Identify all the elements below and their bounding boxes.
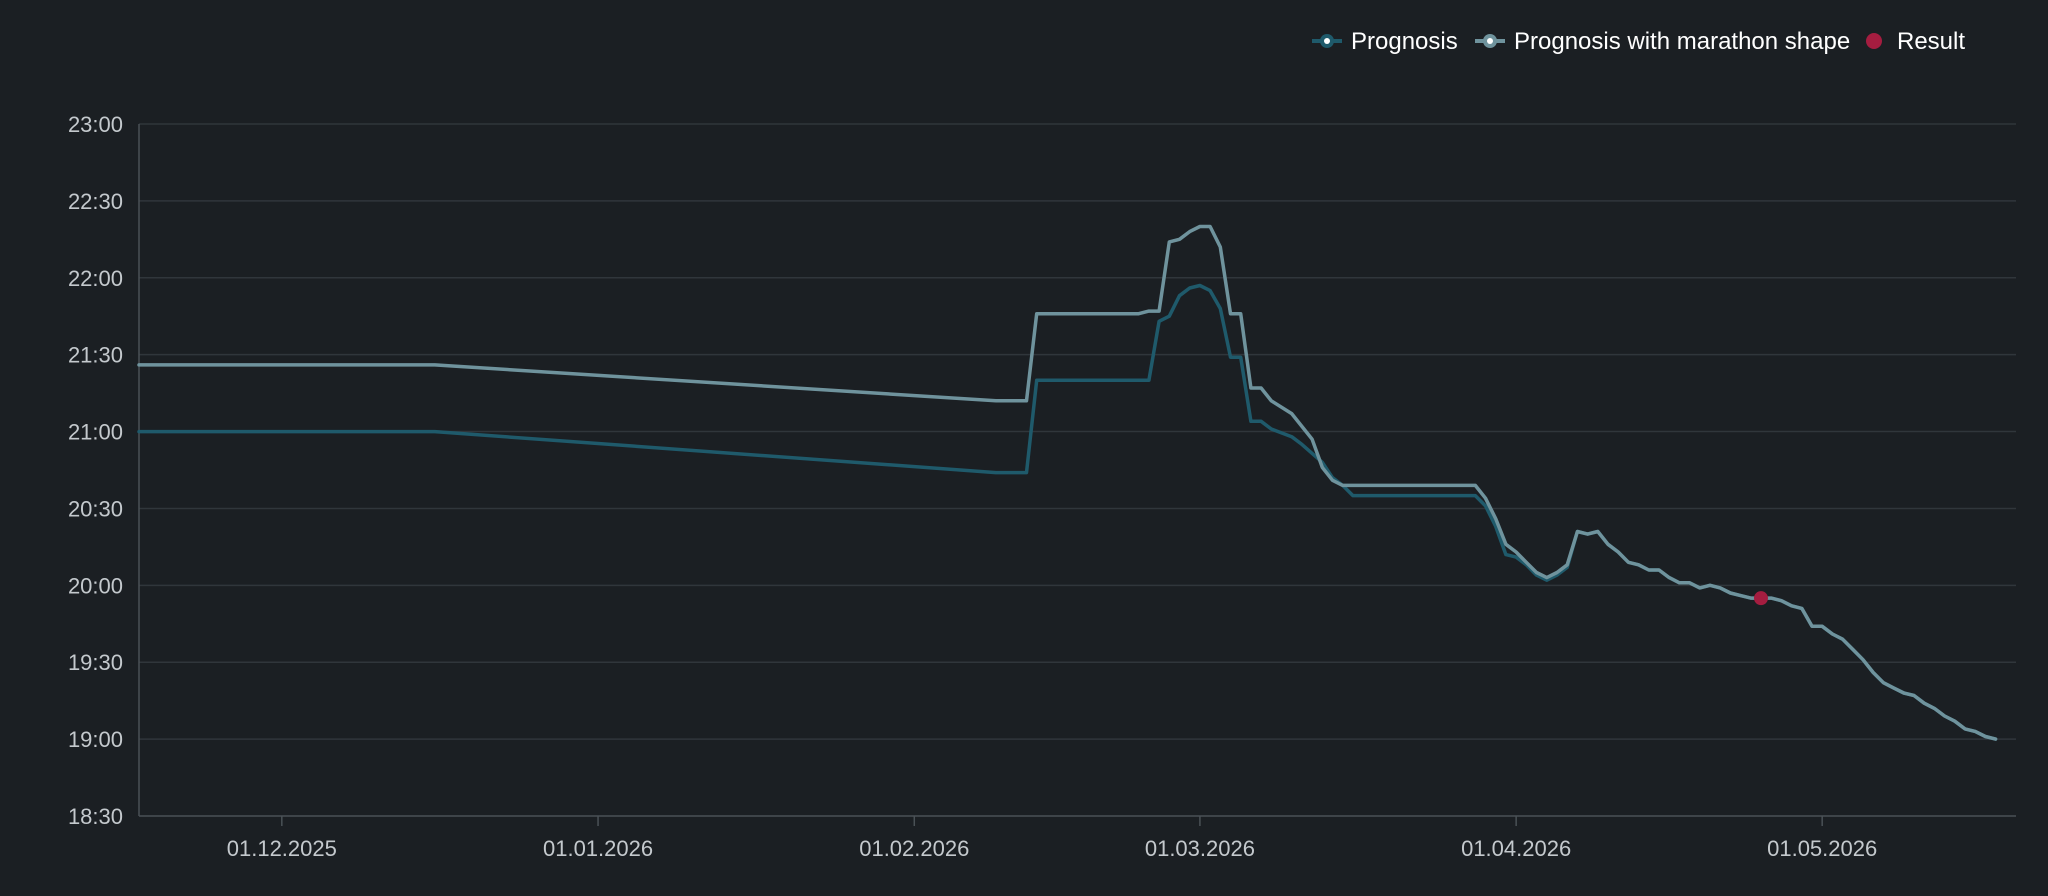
x-tick-label: 01.12.2025 (227, 836, 337, 861)
x-tick-label: 01.05.2026 (1767, 836, 1877, 861)
legend-marker-dot-icon (1324, 38, 1330, 44)
series-line-prognosis[interactable] (137, 283, 1998, 741)
x-tick-label: 01.03.2026 (1145, 836, 1255, 861)
result-points (1753, 591, 1768, 606)
x-tick-label: 01.02.2026 (859, 836, 969, 861)
y-tick-label: 23:00 (68, 112, 123, 137)
x-tick-label: 01.04.2026 (1461, 836, 1571, 861)
legend-result-dot-icon (1866, 33, 1882, 49)
legend-item-result[interactable]: Result (1866, 28, 1965, 55)
x-tick-label: 01.01.2026 (543, 836, 653, 861)
y-tick-label: 22:30 (68, 189, 123, 214)
y-tick-label: 22:00 (68, 266, 123, 291)
y-tick-label: 19:00 (68, 727, 123, 752)
legend-label-prognosis: Prognosis (1351, 28, 1458, 55)
legend[interactable]: Prognosis Prognosis with marathon shape … (1312, 28, 1965, 55)
y-tick-label: 18:30 (68, 804, 123, 829)
legend-item-prognosis[interactable]: Prognosis (1312, 28, 1458, 55)
x-axis-ticks: 01.12.2025 01.01.2026 01.02.2026 01.03.2026… (227, 816, 1877, 861)
series-line-marathon-shape[interactable] (137, 224, 1998, 741)
series-lines (137, 224, 1998, 741)
y-tick-label: 21:00 (68, 420, 123, 445)
legend-item-marathon[interactable]: Prognosis with marathon shape (1475, 28, 1850, 55)
legend-marker-dot-icon (1487, 38, 1493, 44)
y-tick-label: 21:30 (68, 343, 123, 368)
result-point[interactable] (1753, 591, 1768, 606)
legend-label-result: Result (1897, 28, 1965, 55)
y-tick-label: 19:30 (68, 650, 123, 675)
y-axis-ticks: 18:30 19:00 19:30 20:00 20:30 21:00 21:30 22:00… (68, 112, 123, 829)
legend-label-marathon: Prognosis with marathon shape (1514, 28, 1850, 55)
y-tick-label: 20:00 (68, 573, 123, 598)
y-tick-label: 20:30 (68, 496, 123, 521)
